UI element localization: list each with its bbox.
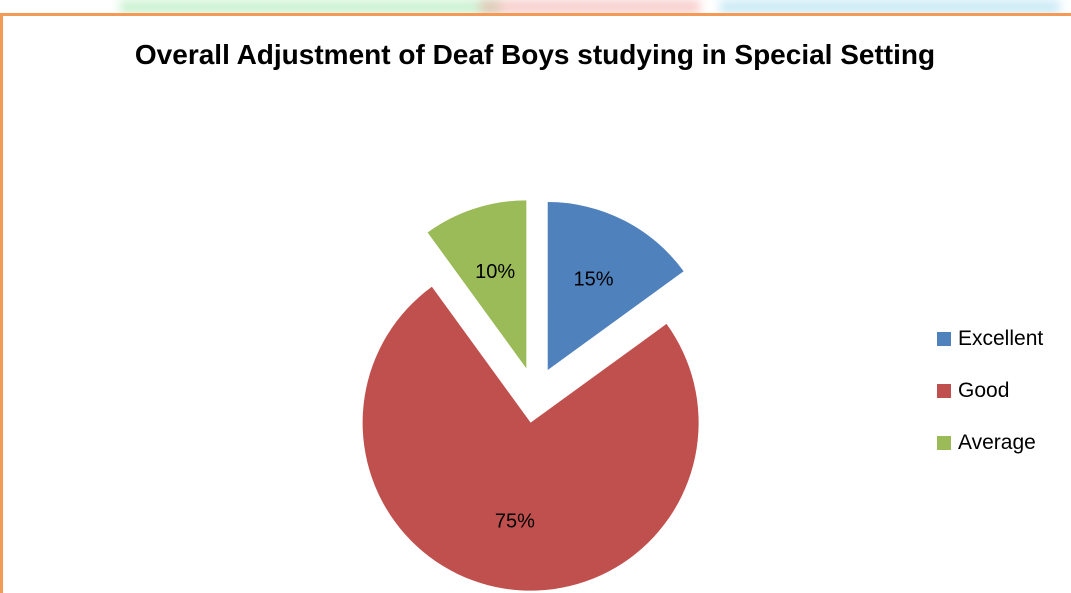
slice-label-good: 75% xyxy=(495,510,535,532)
pie-slice-average xyxy=(427,200,527,369)
chart-legend: Excellent Good Average xyxy=(937,325,1043,481)
legend-item-good: Good xyxy=(937,377,1043,404)
strip-segment-red xyxy=(480,0,700,14)
legend-item-excellent: Excellent xyxy=(937,325,1043,352)
legend-label-excellent: Excellent xyxy=(958,326,1044,350)
legend-swatch-excellent xyxy=(937,331,951,346)
pie-slice-good xyxy=(362,286,699,591)
pie-slice-excellent xyxy=(547,202,684,371)
slice-label-average: 10% xyxy=(475,261,515,283)
strip-segment-green xyxy=(120,0,500,14)
frame-border-left xyxy=(0,13,3,593)
legend-swatch-good xyxy=(937,383,951,398)
top-decorative-strip xyxy=(0,0,1071,14)
legend-swatch-average xyxy=(937,435,951,450)
legend-item-average: Average xyxy=(937,429,1043,456)
frame-border-top xyxy=(0,13,1071,16)
legend-label-average: Average xyxy=(958,430,1036,454)
slice-label-excellent: 15% xyxy=(573,268,613,290)
strip-segment-blue xyxy=(720,0,1060,14)
pie-slice-labels: 15% 75% 10% xyxy=(475,261,614,533)
pie-slices xyxy=(362,200,699,591)
legend-label-good: Good xyxy=(958,378,1010,402)
chart-title: Overall Adjustment of Deaf Boys studying… xyxy=(134,39,936,70)
